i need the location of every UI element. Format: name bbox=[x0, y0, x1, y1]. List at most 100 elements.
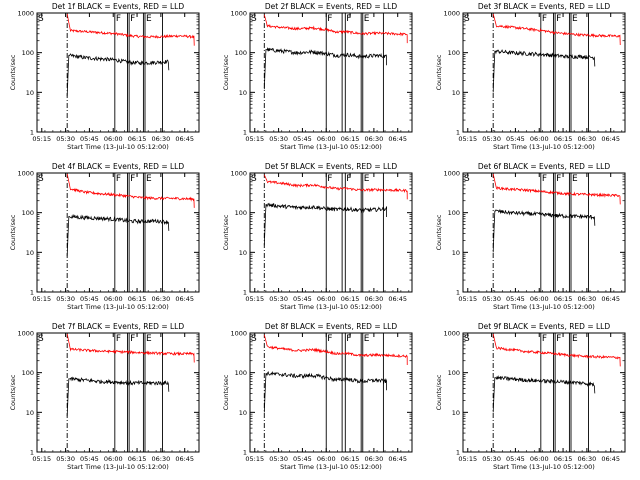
event-marker-label: F bbox=[130, 334, 135, 344]
events-rate-series bbox=[492, 374, 596, 413]
y-tick-label: 100 bbox=[235, 369, 247, 377]
event-marker-label: E bbox=[572, 334, 578, 344]
chart-panel-4: Det 4f BLACK = Events, RED = LLD 1 10 100 10… bbox=[9, 162, 200, 311]
x-tick-label: 06:15 bbox=[341, 295, 360, 303]
events-rate-series bbox=[263, 371, 387, 413]
event-marker-label: E bbox=[364, 334, 370, 344]
x-tick-label: 05:15 bbox=[458, 135, 477, 143]
y-tick-label: 1000 bbox=[17, 10, 34, 18]
x-axis-label: Start Time (13-Jul-10 05:12:00) bbox=[67, 463, 169, 471]
chart-panel-8: Det 8f BLACK = Events, RED = LLD 1 10 100 10… bbox=[222, 322, 413, 471]
event-marker-label: E bbox=[364, 14, 370, 24]
x-tick-label: 05:45 bbox=[293, 135, 312, 143]
x-axis-label: Start Time (13-Jul-10 05:12:00) bbox=[67, 303, 169, 311]
x-tick-label: 05:45 bbox=[80, 295, 99, 303]
chart-panel-3: Det 3f BLACK = Events, RED = LLD 1 10 100 10… bbox=[435, 2, 626, 151]
panel-title: Det 4f BLACK = Events, RED = LLD bbox=[52, 162, 185, 171]
event-marker-label: S bbox=[251, 334, 257, 344]
lld-rate-series bbox=[66, 13, 195, 46]
y-tick-label: 1 bbox=[30, 289, 34, 297]
events-rate-series bbox=[492, 208, 596, 253]
x-tick-label: 05:15 bbox=[245, 455, 264, 463]
x-tick-label: 05:30 bbox=[482, 455, 501, 463]
panel-title: Det 2f BLACK = Events, RED = LLD bbox=[265, 2, 398, 11]
event-marker-label: F bbox=[346, 174, 351, 184]
event-marker-label: E bbox=[364, 174, 370, 184]
y-tick-label: 1 bbox=[30, 449, 34, 457]
chart-panel-7: Det 7f BLACK = Events, RED = LLD 1 10 100 10… bbox=[9, 322, 200, 471]
x-tick-label: 05:30 bbox=[269, 295, 288, 303]
x-tick-label: 06:30 bbox=[152, 135, 171, 143]
x-tick-label: 06:15 bbox=[128, 295, 147, 303]
plot-frame bbox=[462, 172, 626, 293]
x-tick-label: 06:00 bbox=[530, 135, 549, 143]
events-rate-series bbox=[263, 202, 387, 246]
plot-frame bbox=[249, 332, 413, 453]
event-marker-label: F bbox=[116, 174, 121, 184]
x-tick-label: 05:15 bbox=[32, 135, 51, 143]
x-tick-label: 06:00 bbox=[104, 455, 123, 463]
y-tick-label: 1000 bbox=[17, 330, 34, 338]
event-marker-label: F bbox=[327, 14, 332, 24]
x-tick-label: 05:15 bbox=[458, 455, 477, 463]
x-axis-label: Start Time (13-Jul-10 05:12:00) bbox=[493, 303, 595, 311]
x-tick-label: 06:15 bbox=[128, 455, 147, 463]
y-axis-label: Counts/sec bbox=[222, 54, 230, 90]
x-tick-label: 06:15 bbox=[341, 455, 360, 463]
event-marker-label: F bbox=[346, 14, 351, 24]
x-tick-label: 05:30 bbox=[56, 135, 75, 143]
lld-rate-series bbox=[66, 173, 195, 208]
chart-panel-6: Det 6f BLACK = Events, RED = LLD 1 10 100 10… bbox=[435, 162, 626, 311]
x-tick-label: 06:15 bbox=[128, 135, 147, 143]
x-tick-label: 06:30 bbox=[152, 295, 171, 303]
x-tick-label: 05:45 bbox=[506, 295, 525, 303]
event-marker-label: E bbox=[146, 14, 152, 24]
x-tick-label: 06:00 bbox=[317, 135, 336, 143]
y-axis-label: Counts/sec bbox=[435, 54, 443, 90]
y-tick-label: 10 bbox=[26, 249, 34, 257]
x-tick-label: 06:45 bbox=[388, 295, 407, 303]
events-rate-series bbox=[263, 47, 387, 90]
lld-rate-series bbox=[263, 14, 408, 44]
y-tick-label: 1 bbox=[456, 129, 460, 137]
x-tick-label: 06:00 bbox=[317, 455, 336, 463]
event-marker-label: F bbox=[542, 334, 547, 344]
x-tick-label: 05:45 bbox=[80, 455, 99, 463]
panel-title: Det 7f BLACK = Events, RED = LLD bbox=[52, 322, 185, 331]
events-rate-series bbox=[492, 49, 596, 93]
y-tick-label: 1000 bbox=[17, 170, 34, 178]
x-tick-label: 06:45 bbox=[601, 135, 620, 143]
event-marker-label: S bbox=[464, 14, 470, 24]
event-marker-label: E bbox=[572, 174, 578, 184]
x-tick-label: 06:30 bbox=[365, 135, 384, 143]
chart-panel-1: Det 1f BLACK = Events, RED = LLD 1 10 100 10… bbox=[9, 2, 200, 151]
event-marker-label: F bbox=[130, 14, 135, 24]
x-tick-label: 06:30 bbox=[152, 455, 171, 463]
x-tick-label: 06:00 bbox=[317, 295, 336, 303]
lld-rate-series bbox=[492, 13, 621, 46]
y-tick-label: 1 bbox=[243, 449, 247, 457]
x-tick-label: 06:15 bbox=[341, 135, 360, 143]
events-rate-series bbox=[66, 213, 170, 257]
events-rate-series bbox=[66, 376, 170, 417]
y-tick-label: 10 bbox=[26, 409, 34, 417]
x-tick-label: 05:15 bbox=[245, 135, 264, 143]
event-marker-label: F bbox=[327, 334, 332, 344]
y-tick-label: 1000 bbox=[230, 170, 247, 178]
x-tick-label: 06:45 bbox=[175, 135, 194, 143]
x-tick-label: 06:00 bbox=[104, 295, 123, 303]
event-marker-label: E bbox=[572, 14, 578, 24]
event-marker-label: F bbox=[327, 174, 332, 184]
y-axis-label: Counts/sec bbox=[9, 54, 17, 90]
x-tick-label: 06:45 bbox=[175, 455, 194, 463]
y-tick-label: 1000 bbox=[443, 170, 460, 178]
y-axis-label: Counts/sec bbox=[222, 374, 230, 410]
lld-rate-series bbox=[263, 174, 408, 200]
event-marker-label: F bbox=[542, 174, 547, 184]
x-tick-label: 06:30 bbox=[578, 295, 597, 303]
chart-panel-5: Det 5f BLACK = Events, RED = LLD 1 10 100 10… bbox=[222, 162, 413, 311]
panel-title: Det 5f BLACK = Events, RED = LLD bbox=[265, 162, 398, 171]
y-axis-label: Counts/sec bbox=[435, 214, 443, 250]
y-tick-label: 10 bbox=[452, 89, 460, 97]
x-axis-label: Start Time (13-Jul-10 05:12:00) bbox=[493, 463, 595, 471]
